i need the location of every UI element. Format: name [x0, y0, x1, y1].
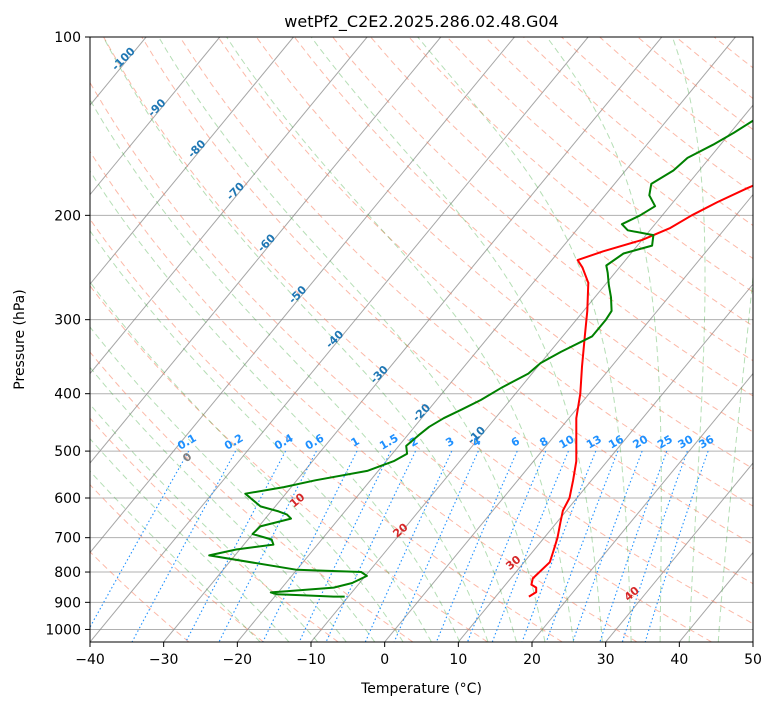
moist-adiabat-line	[90, 170, 461, 642]
background-lines	[0, 37, 753, 642]
x-tick-label: −10	[296, 652, 326, 668]
isotherm-line	[236, 37, 736, 642]
moist-adiabat-line	[90, 281, 404, 642]
dry-adiabat-line	[90, 150, 638, 642]
dry-adiabat-line	[751, 37, 753, 39]
dry-adiabat-line	[370, 37, 753, 362]
mixing-ratio-line	[621, 450, 688, 642]
mixing-ratio-line	[364, 450, 453, 642]
x-tick-label: −20	[223, 652, 253, 668]
mixing-ratio-line	[131, 450, 237, 642]
mixing-ratio-line	[262, 450, 358, 642]
moist-adiabat-line	[90, 98, 489, 642]
moist-adiabat-line	[671, 37, 706, 642]
moist-adiabat-line	[90, 230, 432, 642]
moist-adiabat-line	[310, 37, 603, 642]
x-tick-label: 0	[380, 652, 389, 668]
x-tick-label: −30	[149, 652, 179, 668]
isotherm-line	[90, 37, 442, 464]
mixing-ratio-line	[545, 450, 619, 642]
y-tick-label: 100	[54, 30, 81, 46]
mixing-ratio-line	[491, 450, 569, 642]
dry-adiabat-line	[90, 218, 563, 642]
isotherm-line	[0, 37, 72, 642]
plot-background	[90, 37, 753, 642]
dry-adiabat-line	[90, 417, 339, 642]
dry-adiabat-line	[90, 81, 712, 642]
mixing-ratio-line	[325, 450, 416, 642]
dry-adiabat-line	[90, 551, 190, 642]
isotherm-line	[163, 37, 663, 642]
isotherm-line	[457, 283, 753, 642]
dry-adiabat-line	[90, 351, 414, 642]
mixing-ratio-line	[90, 450, 190, 629]
dry-adiabat-line	[294, 37, 753, 433]
isotherm-line	[90, 37, 515, 554]
isotherm-line	[752, 641, 753, 642]
dry-adiabat-line	[255, 37, 753, 470]
moist-adiabat-line	[417, 37, 632, 642]
dry-adiabat-line	[90, 285, 488, 642]
mixing-ratio-line	[644, 450, 709, 642]
y-tick-label: 400	[54, 387, 81, 403]
isotherm-line	[384, 193, 753, 642]
isotherm-line	[90, 37, 589, 642]
dry-adiabat-line	[90, 483, 264, 642]
mixing-ratio-line	[185, 450, 287, 642]
isotherm-line	[90, 37, 368, 375]
y-axis-label: Pressure (hPa)	[12, 289, 28, 389]
x-tick-label: −40	[75, 652, 105, 668]
data-lines	[208, 119, 753, 598]
x-axis-ticks: −40 −30 −20 −10 0 10 20 30 40 50	[75, 642, 762, 668]
isotherm-line	[90, 37, 221, 196]
x-tick-label: 10	[449, 652, 467, 668]
x-tick-label: 40	[670, 652, 688, 668]
x-tick-label: 20	[523, 652, 541, 668]
mixing-ratio-line	[521, 450, 597, 642]
y-axis-ticks: 100 200 300 400 500 600 700 800 900 1000	[45, 30, 90, 638]
mixing-ratio-line	[572, 450, 643, 642]
x-tick-label: 50	[744, 652, 762, 668]
x-tick-label: 30	[597, 652, 615, 668]
mixing-ratio-line	[218, 450, 317, 642]
mixing-ratio-line	[466, 450, 547, 642]
y-tick-label: 900	[54, 595, 81, 611]
plot-frame	[89, 36, 754, 643]
moist-adiabat-line	[226, 37, 575, 642]
x-axis-label: Temperature (°C)	[360, 681, 482, 697]
moist-adiabat-line	[158, 37, 546, 642]
y-tick-label: 500	[54, 444, 81, 460]
y-tick-label: 300	[54, 313, 81, 329]
isotherm-line	[605, 462, 753, 642]
y-tick-label: 600	[54, 491, 81, 507]
isotherm-line	[90, 37, 294, 285]
y-tick-label: 800	[54, 565, 81, 581]
moist-adiabat-line	[102, 37, 517, 642]
y-tick-label: 200	[54, 208, 81, 224]
moist-adiabat-line	[546, 37, 662, 642]
isotherm-line	[531, 372, 753, 642]
temperature-profile-line	[528, 184, 753, 598]
y-tick-label: 700	[54, 531, 81, 547]
chart-title: wetPf2_C2E2.2025.286.02.48.G04	[284, 12, 558, 32]
moist-adiabat-line	[90, 326, 376, 642]
dewpoint-profile-line	[208, 119, 753, 598]
y-tick-label: 1000	[45, 622, 81, 638]
moist-adiabat-line	[90, 366, 347, 642]
mixing-ratio-line	[298, 450, 392, 642]
